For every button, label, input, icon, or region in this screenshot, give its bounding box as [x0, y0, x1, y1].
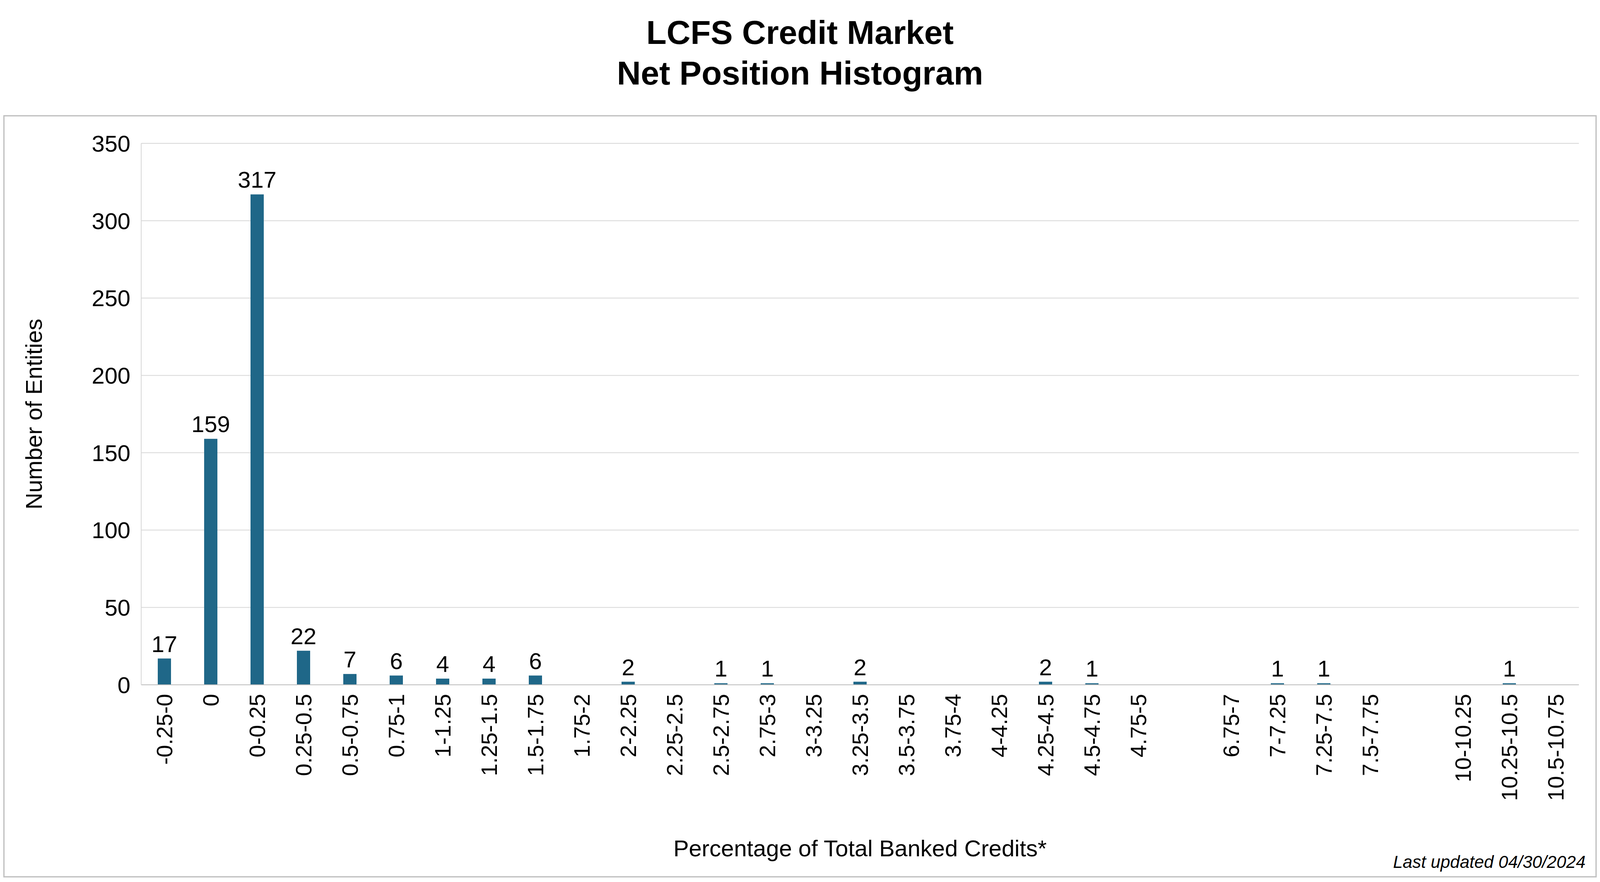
svg-text:22: 22	[290, 622, 317, 649]
svg-text:Percentage of Total Banked Cre: Percentage of Total Banked Credits*	[673, 834, 1047, 861]
svg-text:2: 2	[621, 653, 635, 680]
svg-text:2.5-2.75: 2.5-2.75	[708, 693, 734, 776]
svg-text:250: 250	[91, 284, 131, 311]
svg-text:317: 317	[237, 166, 277, 193]
html-text:Net Position Histogram: Net Position Histogram	[616, 54, 984, 92]
svg-text:350: 350	[91, 130, 131, 157]
svg-text:2.75-3: 2.75-3	[754, 693, 780, 757]
svg-text:3.5-3.75: 3.5-3.75	[893, 693, 919, 776]
svg-text:1: 1	[1502, 655, 1516, 682]
svg-text:300: 300	[91, 207, 131, 234]
html-text:Last updated 04/30/2024: Last updated 04/30/2024	[1393, 851, 1586, 872]
svg-text:7-7.25: 7-7.25	[1265, 693, 1290, 757]
svg-text:50: 50	[104, 594, 131, 621]
svg-text:4: 4	[436, 650, 449, 677]
svg-text:100: 100	[91, 516, 131, 543]
svg-text:6: 6	[389, 647, 403, 674]
svg-text:7: 7	[343, 645, 357, 673]
svg-text:0.5-0.75: 0.5-0.75	[337, 693, 363, 776]
svg-text:4.25-4.5: 4.25-4.5	[1033, 693, 1058, 776]
svg-text:6.75-7: 6.75-7	[1218, 693, 1244, 757]
svg-text:1.75-2: 1.75-2	[569, 693, 595, 757]
svg-text:1.5-1.75: 1.5-1.75	[522, 693, 548, 776]
svg-text:0-0.25: 0-0.25	[244, 693, 270, 757]
svg-text:200: 200	[91, 362, 131, 389]
svg-text:1: 1	[1317, 655, 1331, 682]
svg-text:150: 150	[91, 439, 131, 466]
svg-text:1: 1	[1085, 655, 1099, 682]
svg-text:10.25-10.5: 10.25-10.5	[1496, 693, 1522, 801]
svg-text:7.5-7.75: 7.5-7.75	[1357, 693, 1383, 776]
svg-text:3.75-4: 3.75-4	[940, 693, 966, 757]
svg-text:159: 159	[191, 410, 230, 437]
svg-text:2: 2	[853, 653, 867, 680]
svg-text:-0.25-0: -0.25-0	[151, 693, 177, 765]
svg-text:1.25-1.5: 1.25-1.5	[476, 693, 502, 776]
svg-text:1: 1	[760, 655, 774, 682]
svg-text:7.25-7.5: 7.25-7.5	[1311, 693, 1337, 776]
svg-text:1: 1	[714, 655, 728, 682]
svg-text:10-10.25: 10-10.25	[1450, 693, 1476, 782]
svg-text:0.25-0.5: 0.25-0.5	[291, 693, 316, 776]
svg-text:4.75-5: 4.75-5	[1125, 693, 1151, 757]
svg-text:1-1.25: 1-1.25	[430, 693, 456, 757]
svg-text:0: 0	[198, 693, 224, 707]
svg-text:6: 6	[528, 647, 542, 674]
svg-text:4: 4	[482, 650, 496, 677]
svg-text:17: 17	[151, 630, 178, 657]
svg-text:2.25-2.5: 2.25-2.5	[662, 693, 687, 776]
svg-text:Number of Entities: Number of Entities	[20, 318, 47, 510]
svg-text:2: 2	[1038, 653, 1052, 680]
svg-text:4-4.25: 4-4.25	[986, 693, 1012, 757]
svg-text:1: 1	[1270, 655, 1284, 682]
svg-text:10.5-10.75: 10.5-10.75	[1543, 693, 1569, 801]
svg-text:2-2.25: 2-2.25	[615, 693, 641, 757]
svg-text:3-3.25: 3-3.25	[801, 693, 827, 757]
svg-text:0: 0	[117, 671, 131, 698]
svg-text:0.75-1: 0.75-1	[383, 693, 409, 757]
html-text:LCFS Credit Market: LCFS Credit Market	[646, 14, 954, 51]
svg-text:3.25-3.5: 3.25-3.5	[847, 693, 873, 776]
svg-text:4.5-4.75: 4.5-4.75	[1079, 693, 1105, 776]
